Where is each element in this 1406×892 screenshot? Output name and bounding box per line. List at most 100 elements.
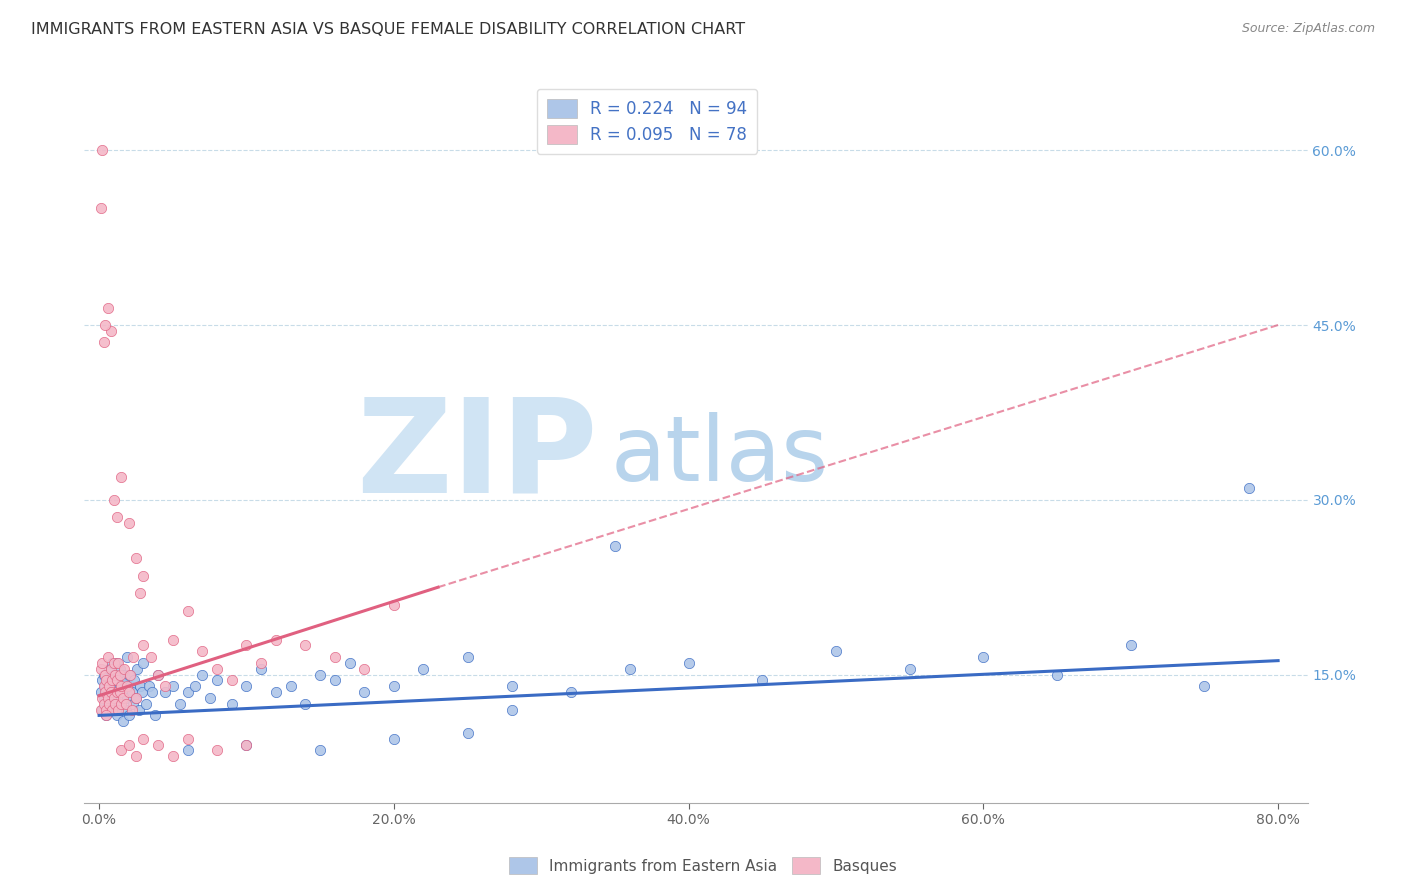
Point xyxy=(235,738,257,752)
Point xyxy=(118,667,141,681)
Point xyxy=(191,644,214,658)
Point xyxy=(97,679,120,693)
Point xyxy=(1046,667,1069,681)
Point xyxy=(235,639,257,653)
Point xyxy=(235,738,257,752)
Point xyxy=(619,662,641,676)
Point xyxy=(104,690,127,705)
Point xyxy=(112,667,135,681)
Point xyxy=(98,690,121,705)
Point xyxy=(114,673,136,688)
Point xyxy=(339,656,361,670)
Point xyxy=(205,662,228,676)
Point xyxy=(100,662,122,676)
Point xyxy=(264,685,287,699)
Point xyxy=(135,697,157,711)
Text: Source: ZipAtlas.com: Source: ZipAtlas.com xyxy=(1241,22,1375,36)
Point xyxy=(1194,679,1216,693)
Point xyxy=(108,679,131,693)
Point xyxy=(264,632,287,647)
Text: IMMIGRANTS FROM EASTERN ASIA VS BASQUE FEMALE DISABILITY CORRELATION CHART: IMMIGRANTS FROM EASTERN ASIA VS BASQUE F… xyxy=(31,22,745,37)
Point xyxy=(117,516,139,530)
Point xyxy=(97,301,120,315)
Point xyxy=(103,656,125,670)
Point xyxy=(100,702,122,716)
Point xyxy=(111,673,134,688)
Point xyxy=(118,679,141,693)
Point xyxy=(98,697,121,711)
Point xyxy=(250,656,273,670)
Point xyxy=(221,697,243,711)
Point xyxy=(162,632,184,647)
Point xyxy=(114,702,136,716)
Point xyxy=(250,662,273,676)
Point xyxy=(110,697,132,711)
Point xyxy=(115,679,138,693)
Point xyxy=(105,510,128,524)
Point xyxy=(100,673,122,688)
Point xyxy=(138,679,160,693)
Point xyxy=(94,679,117,693)
Point xyxy=(412,662,434,676)
Point xyxy=(205,743,228,757)
Point xyxy=(751,673,773,688)
Point xyxy=(132,568,155,582)
Point xyxy=(162,749,184,764)
Point xyxy=(96,708,118,723)
Point xyxy=(101,685,124,699)
Point xyxy=(972,650,994,665)
Point xyxy=(90,685,112,699)
Point xyxy=(98,662,121,676)
Point xyxy=(110,697,132,711)
Point xyxy=(117,738,139,752)
Point xyxy=(139,650,162,665)
Point xyxy=(176,743,198,757)
Point xyxy=(603,540,626,554)
Point xyxy=(111,690,134,705)
Point xyxy=(91,656,114,670)
Point xyxy=(100,685,122,699)
Point xyxy=(128,702,150,716)
Point xyxy=(125,749,148,764)
Point xyxy=(90,202,112,216)
Point xyxy=(96,708,118,723)
Point xyxy=(110,679,132,693)
Text: atlas: atlas xyxy=(610,412,828,500)
Point xyxy=(93,690,115,705)
Point xyxy=(111,714,134,729)
Point xyxy=(104,667,127,681)
Point xyxy=(176,731,198,746)
Point xyxy=(93,335,115,350)
Point xyxy=(107,656,129,670)
Point xyxy=(91,702,114,716)
Point xyxy=(103,690,125,705)
Point xyxy=(96,702,118,716)
Point xyxy=(155,685,177,699)
Point xyxy=(105,708,128,723)
Point xyxy=(294,639,316,653)
Point xyxy=(97,690,120,705)
Point xyxy=(176,685,198,699)
Point xyxy=(100,324,122,338)
Point xyxy=(124,673,146,688)
Text: ZIP: ZIP xyxy=(357,392,598,519)
Point xyxy=(101,702,124,716)
Point xyxy=(898,662,921,676)
Point xyxy=(560,685,582,699)
Point xyxy=(108,685,131,699)
Point xyxy=(121,702,143,716)
Legend: Immigrants from Eastern Asia, Basques: Immigrants from Eastern Asia, Basques xyxy=(503,851,903,880)
Point xyxy=(141,685,163,699)
Point xyxy=(115,650,138,665)
Point xyxy=(97,650,120,665)
Point xyxy=(91,690,114,705)
Point xyxy=(162,679,184,693)
Point xyxy=(1237,481,1260,495)
Point xyxy=(309,743,332,757)
Point xyxy=(143,708,166,723)
Point xyxy=(184,679,207,693)
Point xyxy=(198,690,221,705)
Point xyxy=(280,679,302,693)
Point xyxy=(457,726,479,740)
Point xyxy=(103,492,125,507)
